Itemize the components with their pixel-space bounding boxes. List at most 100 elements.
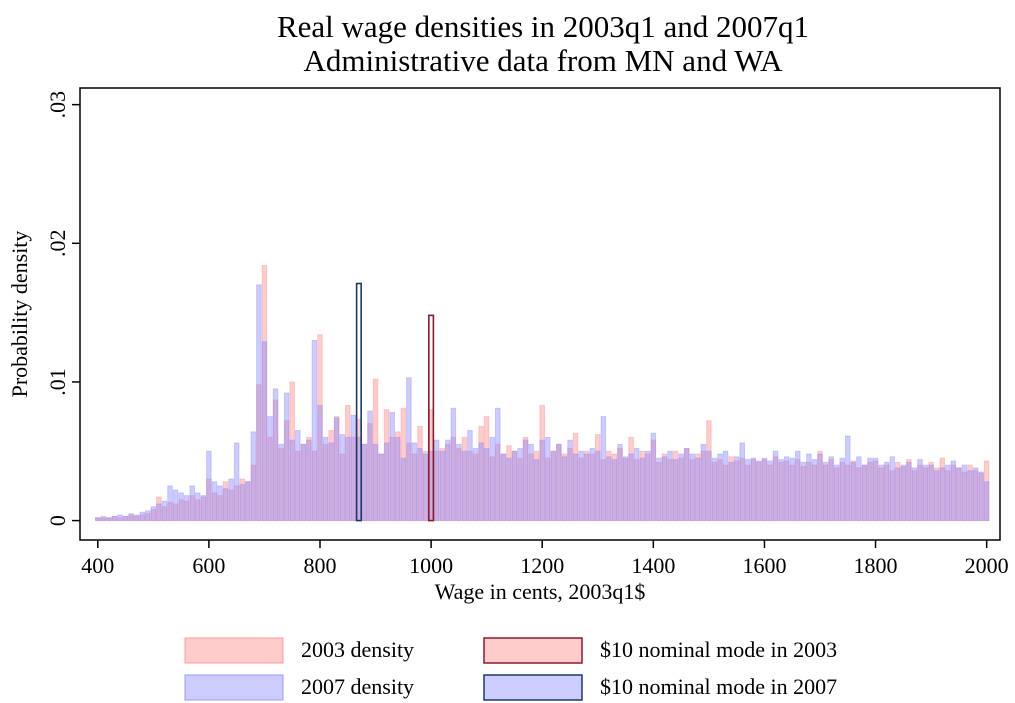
bar [500, 453, 507, 522]
bar [389, 436, 396, 522]
bar [745, 464, 751, 522]
bar [722, 450, 729, 522]
bar [928, 461, 934, 522]
bar [617, 443, 623, 522]
bar [572, 453, 579, 522]
bar [550, 450, 557, 522]
bar [800, 461, 807, 522]
bar [222, 488, 229, 522]
bar [467, 429, 473, 522]
bar [367, 423, 373, 522]
bar [233, 442, 240, 522]
legend-swatch [483, 637, 583, 664]
bar [633, 459, 640, 522]
bar [422, 453, 429, 522]
bar [978, 471, 984, 522]
bar [645, 453, 651, 522]
bar [522, 436, 529, 522]
bar [945, 470, 951, 522]
bar [550, 450, 557, 522]
bar [483, 447, 490, 522]
bar [250, 464, 257, 522]
bar [167, 502, 173, 522]
bar [439, 450, 446, 522]
bar [917, 464, 923, 522]
bar [211, 492, 218, 522]
bar [261, 341, 268, 522]
bar [439, 447, 446, 522]
x-tick-label: 1800 [854, 553, 898, 578]
bar [595, 450, 601, 522]
bar [695, 453, 701, 522]
bar [606, 456, 612, 522]
bar [367, 410, 373, 522]
bar [583, 450, 590, 522]
bar [361, 443, 368, 522]
bar [806, 461, 812, 522]
bar [883, 461, 890, 522]
bar [156, 496, 162, 522]
bar [289, 439, 296, 522]
bar [689, 453, 696, 522]
bar [361, 443, 368, 522]
bar [183, 495, 190, 522]
y-tick-label: .01 [45, 368, 70, 396]
x-tick-label: 600 [192, 553, 225, 578]
bar [956, 467, 962, 522]
legend-label: 2007 density [301, 674, 414, 699]
bar [967, 470, 973, 522]
bar [572, 432, 579, 522]
bar [633, 447, 640, 522]
bar [822, 461, 829, 522]
bar [739, 442, 746, 522]
bar [122, 515, 129, 522]
bar [661, 456, 668, 522]
bar [556, 443, 562, 522]
bar [417, 447, 423, 522]
bar [656, 461, 662, 522]
bar [700, 450, 707, 522]
bar [728, 456, 734, 522]
bar [911, 467, 918, 522]
bar [906, 459, 912, 522]
bar [395, 431, 401, 522]
bar [733, 460, 740, 522]
bar [350, 436, 357, 522]
bar [945, 464, 951, 522]
bar [950, 460, 957, 522]
bar [267, 436, 273, 522]
bar [561, 456, 568, 522]
bar [822, 464, 829, 522]
bar [556, 443, 562, 522]
bar [478, 425, 484, 522]
bar [300, 443, 307, 522]
bar [528, 453, 534, 522]
bar [878, 464, 884, 522]
bar [889, 470, 896, 522]
bar [839, 457, 846, 522]
bar [628, 436, 634, 522]
bar [867, 461, 873, 522]
bar [328, 442, 334, 522]
bar [417, 425, 423, 522]
bar [400, 457, 407, 522]
bar [517, 447, 523, 522]
bar [722, 464, 729, 522]
y-axis-label: Probability density [7, 231, 32, 398]
bar [639, 450, 646, 522]
bar [339, 434, 346, 522]
bar [683, 447, 690, 522]
bar [539, 439, 546, 522]
bar [922, 467, 929, 522]
bar [400, 407, 407, 522]
bar [895, 467, 901, 522]
bar [511, 450, 518, 522]
bar [661, 453, 668, 522]
bar [872, 460, 879, 522]
bar [861, 464, 868, 522]
bar [267, 416, 273, 522]
bar [961, 464, 968, 522]
bar [161, 500, 168, 522]
bar [861, 464, 868, 522]
